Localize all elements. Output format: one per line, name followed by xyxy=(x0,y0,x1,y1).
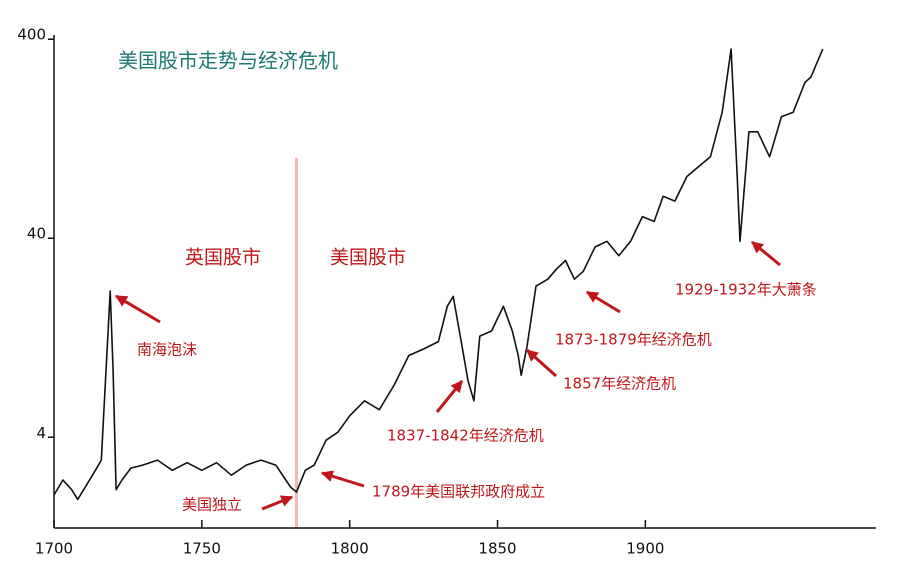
y-tick-label: 40 xyxy=(27,225,46,243)
region-label: 英国股市 xyxy=(185,247,261,269)
annotation: 1873-1879年经济危机 xyxy=(555,331,712,349)
region-label: 美国股市 xyxy=(330,247,406,269)
annotation: 1929-1932年大萧条 xyxy=(675,281,817,299)
annotation-arrow xyxy=(261,495,294,511)
annotation-arrow xyxy=(585,290,621,314)
y-tick-label: 400 xyxy=(17,26,46,44)
annotation-arrow xyxy=(751,240,781,267)
price-line xyxy=(53,48,824,501)
x-tick-label: 1850 xyxy=(478,540,516,558)
annotation-arrow xyxy=(114,294,161,324)
annotation: 1789年美国联邦政府成立 xyxy=(372,483,545,501)
annotation: 1837-1842年经济危机 xyxy=(387,427,544,445)
annotation-arrow xyxy=(435,380,464,413)
x-tick-label: 1900 xyxy=(626,540,664,558)
annotation-arrow xyxy=(320,470,365,488)
annotation: 1857年经济危机 xyxy=(563,375,676,393)
chart-title: 美国股市走势与经济危机 xyxy=(118,49,338,73)
x-tick-label: 1700 xyxy=(35,540,73,558)
annotation: 南海泡沫 xyxy=(137,341,197,359)
y-tick-label: 4 xyxy=(36,424,46,442)
x-tick-label: 1750 xyxy=(183,540,221,558)
annotation: 美国独立 xyxy=(182,496,242,514)
x-tick-label: 1800 xyxy=(331,540,369,558)
annotation-arrow xyxy=(525,348,558,378)
